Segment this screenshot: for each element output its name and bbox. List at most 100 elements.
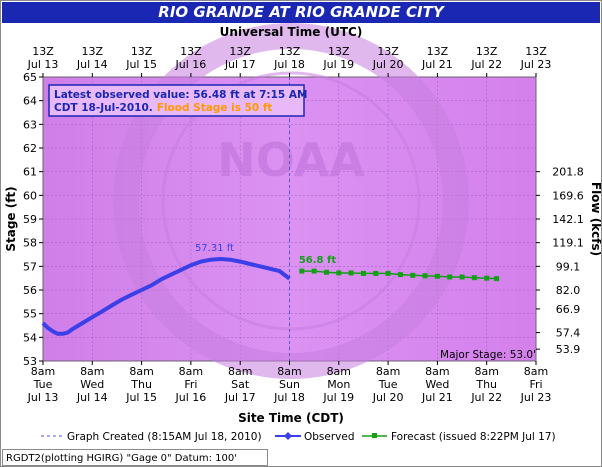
bottom-tick-time: 8am <box>129 365 153 378</box>
info-box: Latest observed value: 56.48 ft at 7:15 … <box>48 84 307 117</box>
top-tick-date: Jul 14 <box>76 58 108 71</box>
forecast-point <box>311 268 317 274</box>
top-tick-time: 13Z <box>180 45 202 58</box>
forecast-point <box>410 272 416 278</box>
bottom-tick-time: 8am <box>80 365 104 378</box>
bottom-tick-time: 8am <box>277 365 301 378</box>
right-axis-title: Flow (kcfs) <box>589 182 601 256</box>
top-tick-date: Jul 18 <box>273 58 305 71</box>
forecast-point <box>434 273 440 279</box>
bottom-tick-day: Thu <box>475 378 497 391</box>
right-tick-label: 53.9 <box>556 343 581 356</box>
forecast-points <box>299 268 500 282</box>
right-tick-label: 142.1 <box>552 213 584 226</box>
forecast-point <box>373 270 379 276</box>
top-tick-time: 13Z <box>279 45 301 58</box>
top-tick-time: 13Z <box>377 45 399 58</box>
forecast-point <box>494 276 500 282</box>
top-tick-date: Jul 21 <box>421 58 453 71</box>
left-tick-label: 62 <box>23 142 37 155</box>
right-tick-label: 119.1 <box>552 237 584 250</box>
legend-forecast: Forecast (issued 8:22PM Jul 17) <box>391 431 556 443</box>
grid-lines <box>42 76 537 362</box>
top-tick-date: Jul 20 <box>372 58 404 71</box>
flood-stage-note: Flood Stage is 50 ft <box>157 102 273 114</box>
top-tick-date: Jul 22 <box>470 58 502 71</box>
bottom-tick-date: Jul 13 <box>27 391 59 404</box>
top-tick-time: 13Z <box>476 45 498 58</box>
forecast-point <box>323 269 329 275</box>
legend-observed: Observed <box>304 431 355 443</box>
bottom-tick-date: Jul 21 <box>421 391 453 404</box>
bottom-tick-time: 8am <box>179 365 203 378</box>
top-axis-title: Universal Time (UTC) <box>220 25 363 39</box>
bottom-tick-time: 8am <box>474 365 498 378</box>
forecast-point <box>484 275 490 281</box>
right-tick-label: 169.6 <box>552 189 584 202</box>
right-tick-label: 99.1 <box>556 260 581 273</box>
info-line-2: CDT 18-Jul-2010. Flood Stage is 50 ft <box>54 102 272 114</box>
bottom-tick-time: 8am <box>524 365 548 378</box>
forecast-point <box>397 272 403 278</box>
forecast-point <box>422 273 428 279</box>
left-tick-label: 58 <box>23 237 37 250</box>
top-tick-date: Jul 23 <box>520 58 552 71</box>
bottom-tick-day: Tue <box>33 378 53 391</box>
left-axis-title: Stage (ft) <box>4 186 18 251</box>
bottom-tick-time: 8am <box>228 365 252 378</box>
left-tick-label: 53 <box>23 355 37 368</box>
bottom-tick-date: Jul 16 <box>175 391 207 404</box>
bottom-tick-day: Fri <box>529 378 542 391</box>
noaa-watermark: NOAA <box>113 23 469 379</box>
bottom-tick-day: Sun <box>279 378 300 391</box>
top-tick-time: 13Z <box>525 45 547 58</box>
bottom-tick-date: Jul 23 <box>520 391 552 404</box>
left-tick-label: 59 <box>23 213 37 226</box>
top-tick-time: 13Z <box>131 45 153 58</box>
bottom-tick-day: Sat <box>231 378 250 391</box>
forecast-point <box>348 270 354 276</box>
info-date: CDT 18-Jul-2010. <box>54 102 153 114</box>
forecast-point <box>299 268 305 274</box>
forecast-start-label: 56.8 ft <box>299 255 337 266</box>
top-tick-time: 13Z <box>229 45 251 58</box>
left-tick-label: 57 <box>23 260 37 273</box>
right-tick-label: 66.9 <box>556 303 581 316</box>
left-tick-label: 56 <box>23 284 37 297</box>
chart-title: RIO GRANDE AT RIO GRANDE CITY <box>2 2 600 23</box>
legend-created: Graph Created (8:15AM Jul 18, 2010) <box>67 431 262 443</box>
major-stage-label: Major Stage: 53.0' <box>440 349 536 361</box>
forecast-point <box>459 274 465 280</box>
bottom-tick-day: Wed <box>80 378 104 391</box>
observed-series-line <box>41 257 291 336</box>
bottom-axis-title: Site Time (CDT) <box>238 411 344 425</box>
bottom-tick-date: Jul 19 <box>322 391 354 404</box>
forecast-point <box>360 270 366 276</box>
top-tick-time: 13Z <box>82 45 104 58</box>
left-tick-label: 60 <box>23 189 37 202</box>
left-tick-label: 55 <box>23 308 37 321</box>
forecast-point <box>336 270 342 276</box>
info-line-1: Latest observed value: 56.48 ft at 7:15 … <box>54 89 307 101</box>
bottom-tick-day: Fri <box>184 378 197 391</box>
observed-marker-icon <box>284 432 292 440</box>
peak-label: 57.31 ft <box>195 243 234 254</box>
left-tick-label: 61 <box>23 166 37 179</box>
left-tick-label: 63 <box>23 118 37 131</box>
watermark-label: NOAA <box>217 133 365 187</box>
forecast-point <box>471 275 477 281</box>
bottom-tick-time: 8am <box>376 365 400 378</box>
bottom-tick-time: 8am <box>327 365 351 378</box>
bottom-tick-date: Jul 18 <box>273 391 305 404</box>
left-tick-label: 65 <box>23 71 37 84</box>
legend: Graph Created (8:15AM Jul 18, 2010) Obse… <box>41 431 556 443</box>
gage-datum-footer: RGDT2(plotting HGIRG) "Gage 0" Datum: 10… <box>2 449 268 466</box>
top-tick-time: 13Z <box>328 45 350 58</box>
bottom-tick-date: Jul 17 <box>224 391 256 404</box>
bottom-tick-day: Mon <box>327 378 350 391</box>
bottom-tick-date: Jul 14 <box>76 391 108 404</box>
bottom-tick-time: 8am <box>31 365 55 378</box>
